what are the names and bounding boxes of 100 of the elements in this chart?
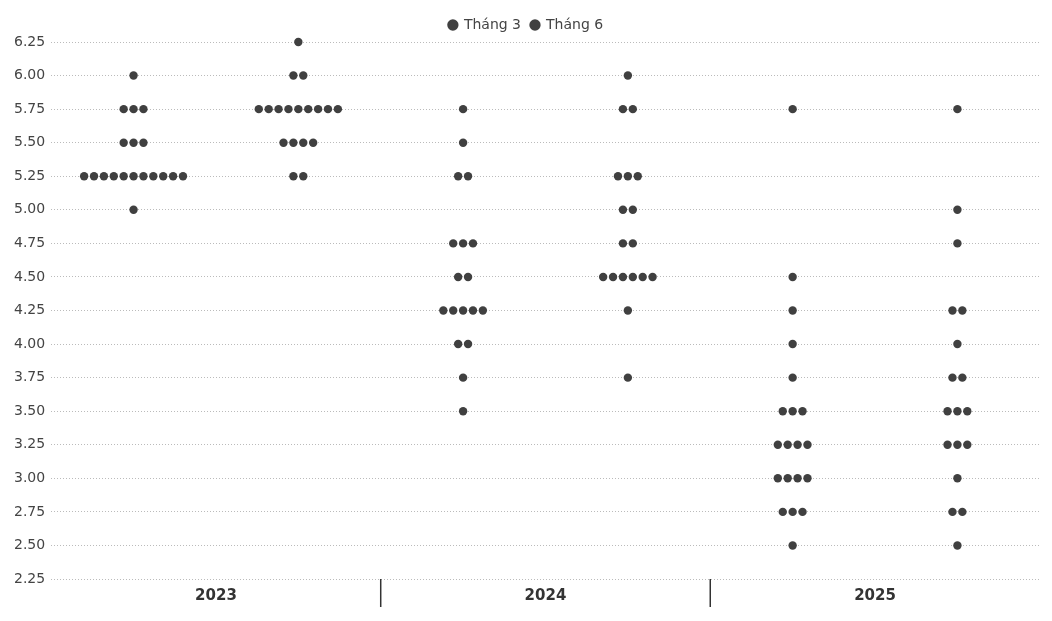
point bbox=[139, 104, 148, 114]
point bbox=[778, 406, 787, 416]
y-tick-label: 4.00 bbox=[14, 334, 46, 351]
point bbox=[788, 272, 797, 282]
point bbox=[109, 172, 118, 181]
point bbox=[958, 373, 967, 382]
point bbox=[788, 306, 797, 315]
y-tick-label: 5.50 bbox=[14, 133, 46, 150]
y-tick-label: 2.50 bbox=[14, 536, 46, 553]
x-tick-label: 2023 bbox=[195, 585, 237, 604]
point bbox=[333, 104, 343, 114]
point bbox=[458, 406, 468, 416]
point bbox=[618, 239, 628, 248]
point bbox=[628, 272, 638, 282]
point bbox=[613, 172, 623, 181]
point bbox=[648, 272, 657, 282]
point bbox=[304, 104, 313, 114]
point bbox=[299, 71, 308, 80]
point bbox=[168, 172, 178, 181]
y-tick-label: 4.75 bbox=[14, 234, 46, 251]
y-tick-label: 6.25 bbox=[14, 32, 46, 49]
point bbox=[323, 104, 333, 114]
point bbox=[453, 172, 463, 181]
point bbox=[623, 172, 633, 181]
point bbox=[963, 406, 972, 416]
y-tick-label: 5.00 bbox=[14, 200, 46, 217]
y-tick-label: 6.00 bbox=[14, 66, 46, 83]
point bbox=[453, 339, 463, 349]
point bbox=[149, 172, 158, 181]
point bbox=[264, 104, 273, 114]
point bbox=[788, 373, 797, 382]
y-tick-label: 3.25 bbox=[14, 435, 46, 452]
point bbox=[953, 205, 962, 215]
point bbox=[449, 306, 458, 315]
point bbox=[948, 306, 957, 315]
point bbox=[628, 205, 638, 215]
point bbox=[773, 474, 783, 483]
point bbox=[948, 507, 957, 517]
point bbox=[439, 306, 448, 315]
point bbox=[289, 138, 298, 147]
point bbox=[89, 172, 99, 181]
point bbox=[274, 104, 283, 114]
y-tick-label: 5.25 bbox=[14, 166, 46, 183]
point bbox=[478, 306, 488, 315]
point bbox=[598, 272, 608, 282]
point bbox=[773, 440, 783, 449]
point bbox=[463, 172, 473, 181]
point bbox=[953, 339, 962, 349]
point bbox=[458, 104, 468, 114]
point bbox=[129, 172, 138, 181]
y-tick-label: 2.25 bbox=[14, 569, 46, 586]
y-tick-label: 4.50 bbox=[14, 267, 46, 284]
point bbox=[99, 172, 109, 181]
point bbox=[783, 474, 792, 483]
point bbox=[628, 239, 638, 248]
point bbox=[119, 172, 128, 181]
point bbox=[129, 104, 138, 114]
point bbox=[608, 272, 618, 282]
point bbox=[943, 406, 952, 416]
point bbox=[458, 373, 468, 382]
point bbox=[79, 172, 89, 181]
point bbox=[783, 440, 792, 449]
point bbox=[294, 104, 303, 114]
point bbox=[119, 138, 128, 147]
point bbox=[803, 440, 812, 449]
point bbox=[129, 71, 138, 80]
point bbox=[778, 507, 787, 517]
point bbox=[129, 138, 138, 147]
point bbox=[279, 138, 288, 147]
point bbox=[299, 172, 308, 181]
point bbox=[633, 172, 642, 181]
point bbox=[313, 104, 323, 114]
point bbox=[618, 205, 628, 215]
point bbox=[788, 541, 797, 550]
point bbox=[793, 440, 802, 449]
point bbox=[139, 138, 148, 147]
point bbox=[958, 306, 967, 315]
point bbox=[788, 406, 797, 416]
y-tick-label: 3.00 bbox=[14, 468, 46, 485]
point bbox=[953, 541, 962, 550]
point bbox=[788, 104, 797, 114]
x-tick-label: 2025 bbox=[854, 585, 896, 604]
point bbox=[963, 440, 972, 449]
point bbox=[129, 205, 138, 215]
point bbox=[953, 239, 962, 248]
point bbox=[943, 440, 952, 449]
point bbox=[628, 104, 638, 114]
point bbox=[458, 239, 468, 248]
point bbox=[254, 104, 263, 114]
legend-label: Tháng 6 bbox=[545, 15, 604, 32]
point bbox=[463, 339, 473, 349]
point bbox=[453, 272, 463, 282]
point bbox=[284, 104, 293, 114]
point bbox=[788, 507, 797, 517]
point bbox=[458, 306, 468, 315]
point bbox=[294, 37, 303, 47]
point bbox=[623, 373, 633, 382]
point bbox=[308, 138, 318, 147]
point bbox=[468, 239, 478, 248]
point bbox=[618, 272, 628, 282]
